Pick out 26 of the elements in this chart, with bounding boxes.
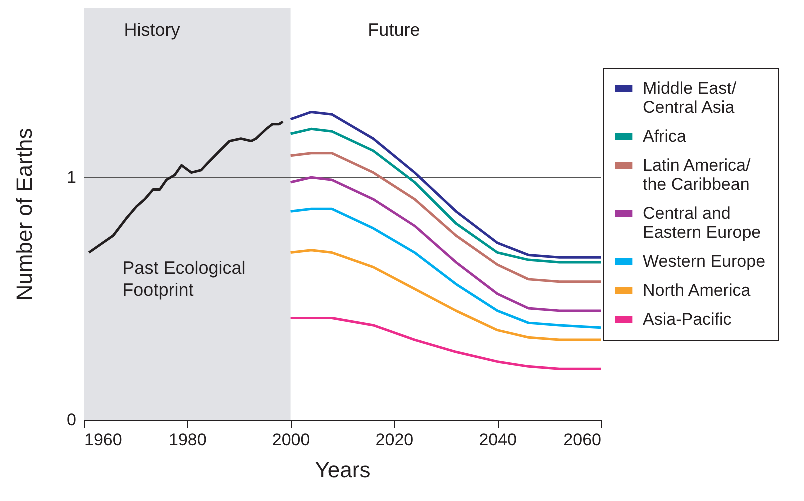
legend-label: Middle East/ Central Asia — [643, 79, 737, 117]
line-series — [290, 208, 602, 330]
x-tick-label: 2060 — [564, 430, 602, 450]
x-axis-title: Years — [315, 458, 371, 482]
line-series — [290, 176, 602, 312]
x-tick-label: 2040 — [479, 430, 518, 450]
line-series — [290, 249, 602, 342]
y-tick-label: 1 — [67, 168, 76, 188]
line-series — [290, 316, 602, 370]
x-tick-label: 2020 — [376, 430, 414, 450]
line-series — [88, 120, 284, 254]
legend-label: Latin America/ the Caribbean — [643, 156, 751, 194]
annotation: Future — [368, 20, 420, 40]
legend-label: Central and Eastern Europe — [643, 204, 762, 242]
x-tick-label: 1960 — [84, 430, 122, 450]
line-series — [290, 152, 602, 284]
y-tick-label: 0 — [67, 410, 76, 430]
legend-label: Western Europe — [643, 252, 766, 271]
y-axis-title: Number of Earths — [12, 128, 38, 301]
legend-label: Asia-Pacific — [643, 310, 732, 329]
annotation: Past Ecological Footprint — [122, 258, 246, 300]
x-tick-label: 1980 — [168, 430, 207, 450]
band-label: History — [124, 20, 180, 40]
legend-label: North America — [643, 281, 752, 300]
x-tick-label: 2000 — [272, 430, 310, 450]
legend-label: Africa — [643, 127, 687, 146]
